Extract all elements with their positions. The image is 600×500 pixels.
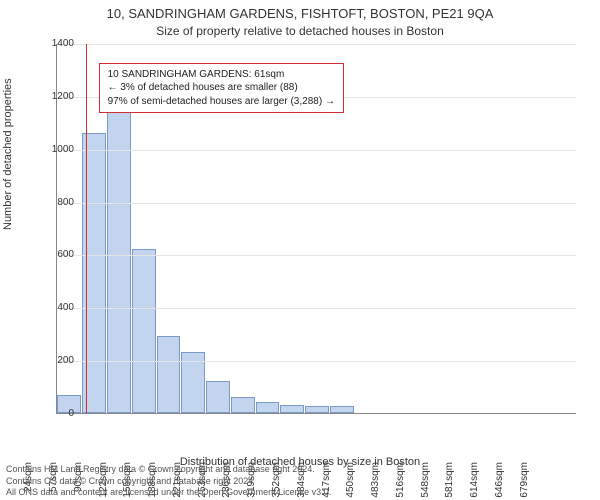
y-tick: 0 [34,409,74,419]
grid-line [57,308,576,309]
chart-title-main: 10, SANDRINGHAM GARDENS, FISHTOFT, BOSTO… [0,6,600,21]
histogram-bar [206,381,230,413]
y-tick: 800 [34,198,74,208]
histogram-bar [330,406,354,413]
grid-line [57,44,576,45]
grid-line [57,255,576,256]
grid-line [57,203,576,204]
grid-line [57,150,576,151]
y-tick: 200 [34,356,74,366]
property-marker-line [86,44,87,413]
histogram-bar [132,249,156,413]
histogram-bar [256,402,280,413]
attribution-footer: Contains HM Land Registry data © Crown c… [6,464,594,498]
callout-line: ← 3% of detached houses are smaller (88) [108,81,335,95]
histogram-bar [231,397,255,413]
histogram-bar [280,405,304,413]
chart-title-sub: Size of property relative to detached ho… [0,24,600,38]
y-tick: 600 [34,250,74,260]
footer-line-1: Contains HM Land Registry data © Crown c… [6,464,594,475]
footer-line-2: Contains OS data © Crown copyright and d… [6,476,594,487]
y-tick: 1400 [34,39,74,49]
plot-area: 10 SANDRINGHAM GARDENS: 61sqm← 3% of det… [56,44,576,414]
y-axis-label: Number of detached properties [2,78,14,230]
y-tick: 400 [34,303,74,313]
grid-line [57,361,576,362]
footer-line-3: All ONS data and content are licensed un… [6,487,594,498]
callout-line: 10 SANDRINGHAM GARDENS: 61sqm [108,68,335,82]
histogram-bar [157,336,181,413]
y-tick: 1000 [34,145,74,155]
histogram-bar [305,406,329,413]
callout-line: 97% of semi-detached houses are larger (… [108,95,335,109]
callout-box: 10 SANDRINGHAM GARDENS: 61sqm← 3% of det… [99,63,344,114]
chart-container: 10, SANDRINGHAM GARDENS, FISHTOFT, BOSTO… [0,0,600,500]
y-tick: 1200 [34,92,74,102]
